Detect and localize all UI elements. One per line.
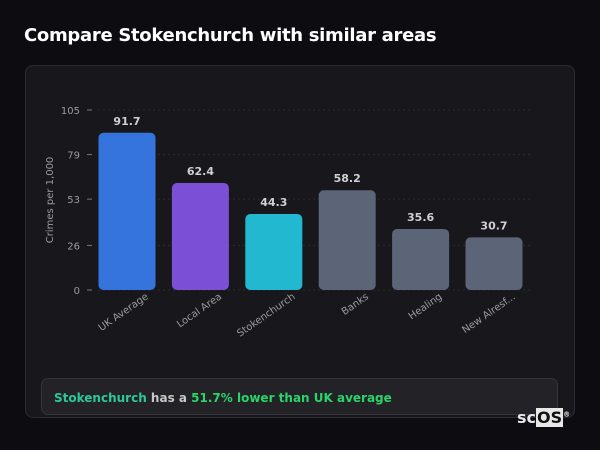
scos-logo: scOS® — [517, 408, 570, 427]
x-tick-label: Local Area — [175, 291, 224, 330]
summary-text: has a — [146, 391, 192, 405]
data-label: 30.7 — [480, 219, 507, 232]
bar-0 — [98, 132, 156, 290]
data-label: 91.7 — [113, 115, 140, 128]
bar-3 — [318, 190, 376, 290]
data-label: 35.6 — [407, 211, 434, 224]
y-tick-label: 105 — [61, 106, 80, 117]
bar-1 — [171, 183, 229, 290]
x-tick-label: UK Average — [97, 291, 151, 333]
x-tick-label: Healing — [407, 291, 444, 322]
summary-comparison: 51.7% lower than UK average — [191, 391, 392, 405]
y-tick-label: 79 — [67, 151, 80, 162]
summary-area[interactable]: Stokenchurch — [54, 391, 147, 405]
y-tick-label: 26 — [67, 241, 80, 252]
y-tick-label: 53 — [67, 195, 80, 206]
y-axis-label: Crimes per 1,000 — [45, 157, 56, 244]
data-label: 58.2 — [334, 172, 361, 185]
logo-sc: sc — [517, 408, 537, 427]
x-tick-label: Stokenchurch — [235, 291, 297, 339]
page-title: Compare Stokenchurch with similar areas — [24, 25, 437, 46]
logo-reg: ® — [563, 410, 571, 419]
x-tick-label: Banks — [340, 291, 371, 317]
summary-banner: Stokenchurch has a 51.7% lower than UK a… — [41, 378, 558, 415]
data-label: 62.4 — [187, 165, 214, 178]
bar-2 — [245, 214, 303, 290]
bar-4 — [392, 228, 450, 290]
bar-5 — [465, 237, 523, 290]
x-tick-label: New Alresf... — [460, 291, 517, 336]
data-label: 44.3 — [260, 196, 287, 209]
y-tick-label: 0 — [74, 286, 80, 297]
logo-os: OS — [536, 408, 564, 427]
